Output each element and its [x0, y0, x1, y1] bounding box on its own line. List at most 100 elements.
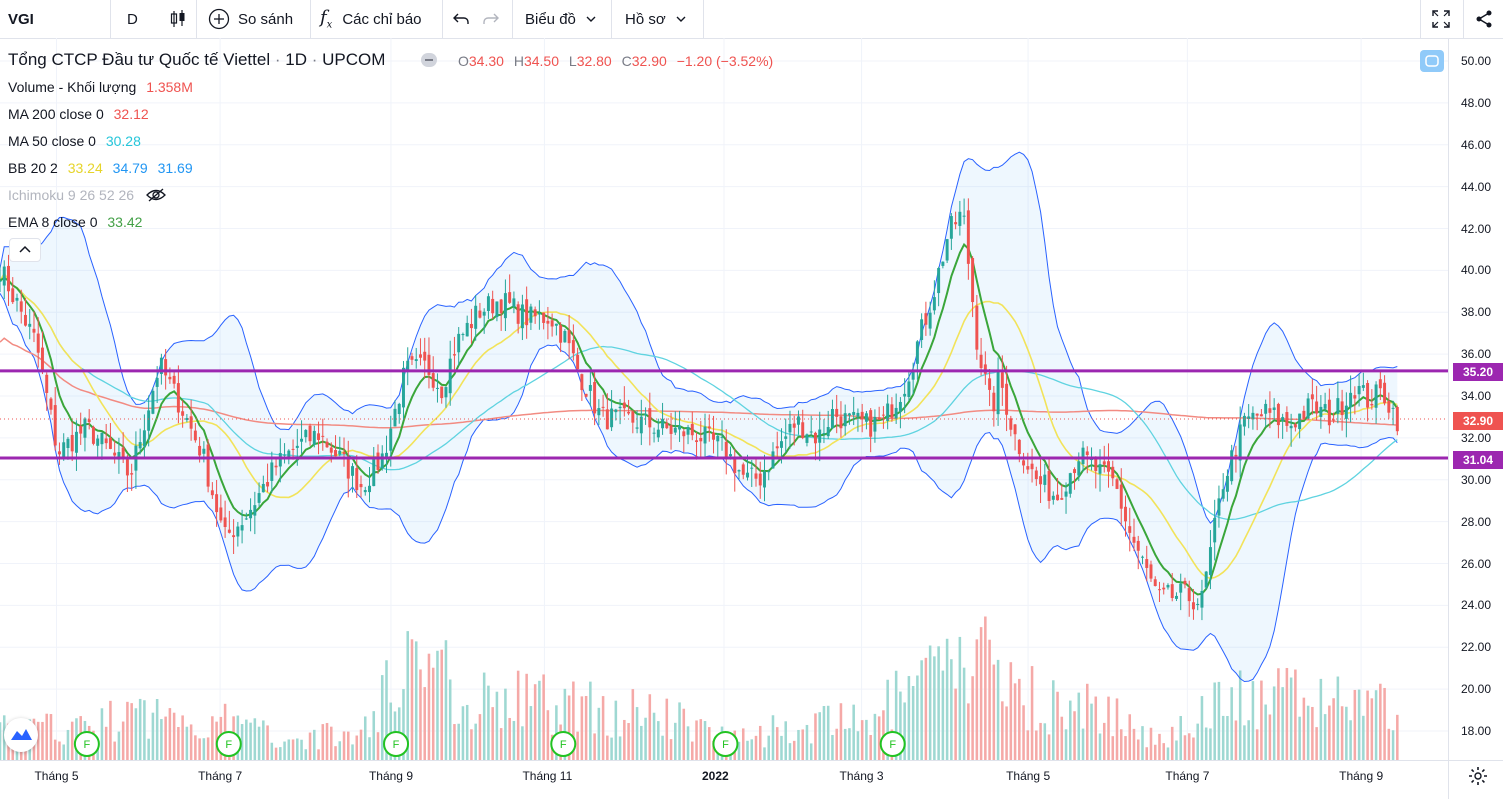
profile-menu-button[interactable]: Hồ sơ: [625, 0, 688, 38]
volume-bar: [448, 679, 452, 760]
ma200-legend[interactable]: MA 200 close 0 32.12: [8, 106, 149, 122]
candle-body: [1026, 466, 1030, 470]
candle-body: [826, 427, 830, 437]
candle-body: [1272, 407, 1276, 410]
volume-bar: [538, 680, 541, 760]
candle-body: [440, 386, 444, 399]
volume-bar: [996, 659, 1000, 760]
volume-bar: [610, 737, 613, 760]
candle-body: [159, 357, 163, 374]
ichimoku-label: Ichimoku 9 26 52 26: [8, 187, 135, 203]
volume-legend[interactable]: Volume - Khối lượng 1.358M: [8, 79, 193, 95]
candle-body: [873, 416, 877, 432]
volume-bar: [1268, 714, 1272, 760]
candle-body: [1136, 540, 1140, 551]
volume-bar: [414, 641, 418, 760]
candle-body: [1000, 372, 1004, 388]
compare-button[interactable]: So sánh: [208, 0, 293, 38]
candle-body: [1124, 506, 1127, 522]
share-icon: [1476, 10, 1492, 28]
volume-bar: [189, 724, 193, 760]
candle-body: [249, 509, 253, 519]
candle-body: [818, 429, 822, 443]
settings-button[interactable]: [1467, 765, 1489, 787]
time-axis-label: Tháng 9: [368, 769, 413, 783]
candle-body: [2, 266, 6, 286]
candle-body: [988, 378, 992, 390]
collapse-legend-button[interactable]: [9, 238, 41, 262]
candle-body: [283, 454, 287, 456]
candle-body: [431, 373, 435, 388]
auto-scale-button[interactable]: [1420, 50, 1444, 72]
volume-bar: [423, 687, 426, 760]
candle-body: [911, 369, 915, 380]
candle-body: [1395, 406, 1399, 432]
candle-body: [193, 430, 197, 441]
price-axis-label: 34.00: [1461, 389, 1492, 403]
bb-lower-value: 31.69: [157, 160, 193, 176]
candle-body: [1017, 439, 1021, 455]
candle-body: [1302, 410, 1306, 419]
event-marker-label: F: [393, 739, 400, 751]
undo-button[interactable]: [452, 0, 470, 38]
chart-menu-button[interactable]: Biểu đồ: [525, 0, 598, 38]
bb-legend[interactable]: BB 20 2 33.24 34.79 31.69: [8, 160, 193, 176]
volume-bar: [1328, 705, 1331, 760]
interval-button[interactable]: D: [127, 10, 138, 28]
ichimoku-legend[interactable]: Ichimoku 9 26 52 26: [8, 187, 166, 203]
volume-bar: [109, 700, 112, 760]
symbol-search[interactable]: VGI: [8, 10, 34, 28]
candle-body: [376, 452, 380, 470]
candle-body: [584, 393, 588, 397]
candle-style-button[interactable]: [168, 0, 188, 38]
price-axis-label: 24.00: [1461, 598, 1492, 613]
candle-body: [784, 436, 788, 439]
volume-bar: [147, 738, 150, 760]
volume-bar: [53, 739, 57, 760]
candle-body: [7, 265, 10, 292]
redo-button[interactable]: [482, 0, 500, 38]
volume-bar: [657, 721, 660, 760]
volume-bar: [848, 728, 851, 760]
volume-bar: [49, 714, 53, 760]
candle-body: [1179, 583, 1183, 593]
candle-body: [801, 422, 805, 438]
change-value: −1.20 (−3.52%): [676, 53, 774, 69]
candle-body: [1289, 425, 1293, 429]
volume-bar: [1332, 698, 1335, 760]
volume-bar: [758, 725, 762, 760]
candle-body: [482, 311, 486, 316]
candle-body: [1315, 401, 1319, 414]
tradingview-logo[interactable]: [4, 718, 38, 752]
volume-bar: [372, 711, 376, 760]
volume-bar: [45, 713, 48, 760]
volume-value: 1.358M: [146, 79, 193, 95]
volume-bar: [1289, 677, 1293, 760]
volume-bar: [950, 659, 953, 760]
eye-hidden-icon[interactable]: [146, 188, 166, 202]
price-axis-label: 30.00: [1461, 472, 1492, 487]
volume-bar: [686, 726, 690, 760]
ema-legend[interactable]: EMA 8 close 0 33.42: [8, 214, 142, 230]
chart-menu-label: Biểu đồ: [525, 10, 576, 28]
fullscreen-button[interactable]: [1431, 0, 1451, 38]
ma50-legend[interactable]: MA 50 close 0 30.28: [8, 133, 141, 149]
candle-body: [898, 401, 902, 412]
volume-bar: [1056, 691, 1059, 760]
open-value: 34.30: [468, 53, 504, 69]
candle-body: [979, 354, 983, 369]
candle-body: [529, 306, 533, 323]
price-axis-label: 32.00: [1461, 430, 1492, 445]
candle-body: [321, 435, 325, 437]
indicators-button[interactable]: fx Các chỉ báo: [320, 0, 422, 38]
share-button[interactable]: [1474, 0, 1494, 38]
candle-body: [869, 410, 873, 437]
candle-body: [1340, 401, 1344, 416]
candle-body: [342, 452, 346, 455]
candle-body: [181, 411, 185, 416]
candle-body: [1387, 400, 1391, 413]
toolbar-divider: [1463, 0, 1464, 38]
volume-bar: [453, 724, 456, 760]
candle-body: [703, 426, 707, 444]
